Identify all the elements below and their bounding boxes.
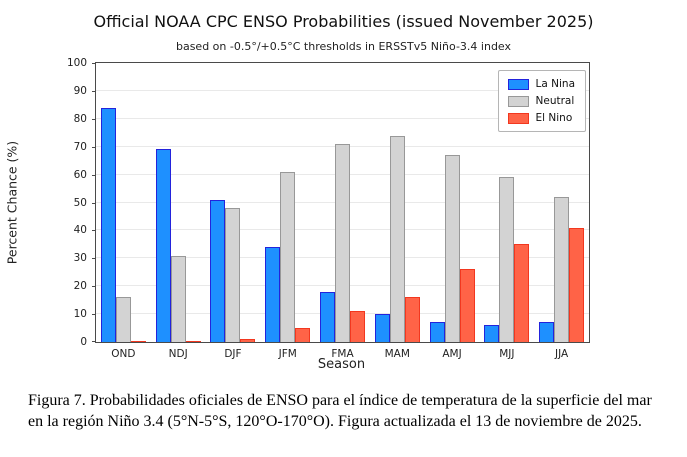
- y-tick-mark-10: [92, 314, 96, 316]
- y-axis-label: Percent Chance (%): [4, 140, 20, 265]
- bar-group-OND: [96, 63, 151, 342]
- chart-subtitle: based on -0.5°/+0.5°C thresholds in ERSS…: [175, 40, 512, 53]
- y-tick-label-50: 50: [73, 196, 87, 209]
- bar-group-NDJ: [151, 63, 206, 342]
- y-tick-label-60: 60: [73, 168, 87, 181]
- bar-el-nino-OND: [130, 341, 146, 342]
- gridline-90: [96, 89, 589, 91]
- bar-neutral-MAM: [389, 136, 405, 342]
- x-tick-label-MJJ: MJJ: [499, 348, 515, 360]
- bar-neutral-MJJ: [499, 177, 515, 342]
- y-tick-label-80: 80: [73, 112, 87, 125]
- bar-la-nina-JFM: [265, 247, 281, 342]
- y-tick-mark-0: [92, 341, 96, 342]
- y-tick-mark-40: [92, 230, 96, 232]
- bar-la-nina-MJJ: [484, 325, 500, 342]
- legend-swatch-neutral: [507, 95, 529, 107]
- x-tick-label-JFM: JFM: [278, 348, 297, 360]
- bar-neutral-NDJ: [170, 256, 186, 342]
- legend-item-la-nina: La Nina: [507, 78, 575, 90]
- y-tick-label-0: 0: [80, 336, 87, 348]
- x-tick-label-DJF: DJF: [224, 348, 242, 360]
- caption-line-2: en la región Niño 3.4 (5°N-5°S, 120°O-17…: [28, 413, 642, 430]
- bar-la-nina-DJF: [210, 200, 226, 342]
- bar-group-MJJ: [479, 63, 534, 342]
- bar-el-nino-AMJ: [459, 269, 475, 342]
- x-tick-label-MAM: MAM: [384, 348, 410, 360]
- y-tick-mark-70: [92, 146, 96, 148]
- x-tick-label-NDJ: NDJ: [168, 348, 188, 360]
- bar-group-MAM: [370, 63, 425, 342]
- bar-el-nino-DJF: [240, 339, 256, 342]
- bar-la-nina-AMJ: [429, 322, 445, 342]
- bar-neutral-FMA: [334, 144, 350, 342]
- legend: La Nina Neutral El Nino: [497, 70, 586, 132]
- bar-group-FMA: [315, 63, 370, 342]
- x-tick-label-FMA: FMA: [331, 348, 354, 360]
- bar-group-DJF: [206, 63, 261, 342]
- y-tick-mark-100: [92, 63, 96, 64]
- bar-neutral-DJF: [225, 208, 241, 342]
- y-tick-label-30: 30: [73, 252, 87, 265]
- y-tick-mark-80: [92, 118, 96, 120]
- legend-item-el-nino: El Nino: [507, 112, 575, 124]
- bar-la-nina-OND: [100, 108, 116, 342]
- legend-label-el-nino: El Nino: [535, 112, 573, 124]
- bar-el-nino-JFM: [295, 328, 311, 342]
- y-tick-mark-90: [92, 90, 96, 92]
- bar-la-nina-NDJ: [155, 149, 171, 342]
- legend-swatch-la-nina: [507, 78, 529, 90]
- bar-neutral-JFM: [280, 172, 296, 342]
- bar-group-AMJ: [425, 63, 480, 342]
- y-tick-mark-20: [92, 286, 96, 288]
- bar-el-nino-MJJ: [514, 244, 530, 342]
- chart-title: Official NOAA CPC ENSO Probabilities (is…: [93, 12, 594, 31]
- bar-el-nino-JJA: [569, 228, 585, 342]
- bar-group-JFM: [260, 63, 315, 342]
- y-tick-label-70: 70: [73, 140, 87, 153]
- bar-el-nino-MAM: [404, 297, 420, 342]
- legend-label-la-nina: La Nina: [535, 78, 575, 90]
- bar-la-nina-FMA: [319, 292, 335, 342]
- x-tick-label-JJA: JJA: [555, 348, 569, 360]
- gridline-80: [96, 117, 589, 119]
- y-tick-label-90: 90: [73, 84, 87, 97]
- y-tick-mark-50: [92, 202, 96, 204]
- plot-area: La Nina Neutral El Nino 0 10 20 30 40 50 60 70 80 9…: [67, 57, 590, 360]
- bar-el-nino-NDJ: [185, 341, 201, 342]
- x-tick-label-OND: OND: [111, 348, 136, 360]
- legend-label-neutral: Neutral: [535, 95, 575, 107]
- bar-neutral-OND: [115, 297, 131, 342]
- bar-group-JJA: [534, 63, 589, 342]
- bar-la-nina-JJA: [539, 322, 555, 342]
- y-tick-label-10: 10: [73, 308, 87, 321]
- x-axis-label: Season: [317, 357, 366, 372]
- legend-item-neutral: Neutral: [507, 95, 575, 107]
- bar-el-nino-FMA: [349, 311, 365, 342]
- y-tick-mark-60: [92, 174, 96, 176]
- bar-neutral-AMJ: [444, 155, 460, 342]
- y-tick-label-100: 100: [66, 57, 87, 69]
- bar-neutral-JJA: [554, 197, 570, 342]
- x-tick-label-AMJ: AMJ: [442, 348, 462, 360]
- y-tick-label-20: 20: [73, 280, 87, 293]
- caption-line-1: Figura 7. Probabilidades oficiales de EN…: [28, 392, 652, 409]
- y-tick-mark-30: [92, 258, 96, 260]
- bar-la-nina-MAM: [374, 314, 390, 342]
- figure-caption: Figura 7. Probabilidades oficiales de EN…: [28, 390, 673, 432]
- legend-swatch-el-nino: [507, 112, 529, 124]
- y-tick-label-40: 40: [73, 224, 87, 237]
